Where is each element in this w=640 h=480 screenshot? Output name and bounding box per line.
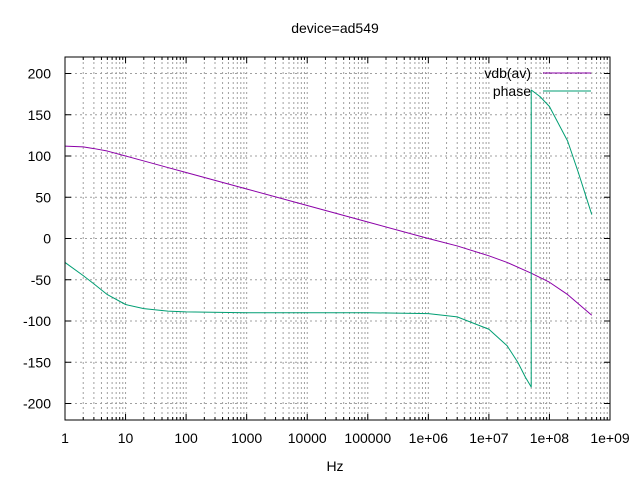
x-tick-label: 100: [174, 430, 198, 446]
x-tick-label: 10: [118, 430, 134, 446]
x-tick-label: 1e+08: [530, 430, 570, 446]
legend: vdb(av) phase: [484, 65, 591, 99]
series-group: [64, 89, 593, 388]
series-line-phase: [64, 89, 593, 388]
y-tick-label: -150: [23, 354, 51, 370]
x-tick-label: 100000: [344, 430, 391, 446]
x-tick-label: 1e+07: [469, 430, 509, 446]
y-tick-label: 200: [28, 66, 52, 82]
ticks: 200 150 100 50 0 -50 -100 -150 -200 1 10 100 1000 100…: [23, 57, 630, 446]
x-tick-label: 1e+06: [409, 430, 449, 446]
series-line-vdb-av-: [64, 145, 593, 316]
plot-frame: [64, 56, 611, 421]
x-tick-label: 1000: [231, 430, 262, 446]
x-tick-label: 10000: [288, 430, 327, 446]
chart-title: device=ad549: [291, 20, 379, 36]
y-tick-label: -200: [23, 396, 51, 412]
legend-label: vdb(av): [484, 65, 531, 81]
x-tick-label: 1: [61, 430, 69, 446]
y-tick-label: -100: [23, 313, 51, 329]
y-tick-label: -50: [31, 272, 51, 288]
x-tick-label: 1e+09: [590, 430, 630, 446]
y-tick-label: 100: [28, 148, 52, 164]
y-tick-label: 50: [35, 189, 51, 205]
y-tick-label: 0: [43, 231, 51, 247]
legend-label: phase: [493, 83, 531, 99]
x-axis-label: Hz: [326, 458, 343, 474]
grid: [65, 57, 610, 420]
y-tick-label: 150: [28, 107, 52, 123]
